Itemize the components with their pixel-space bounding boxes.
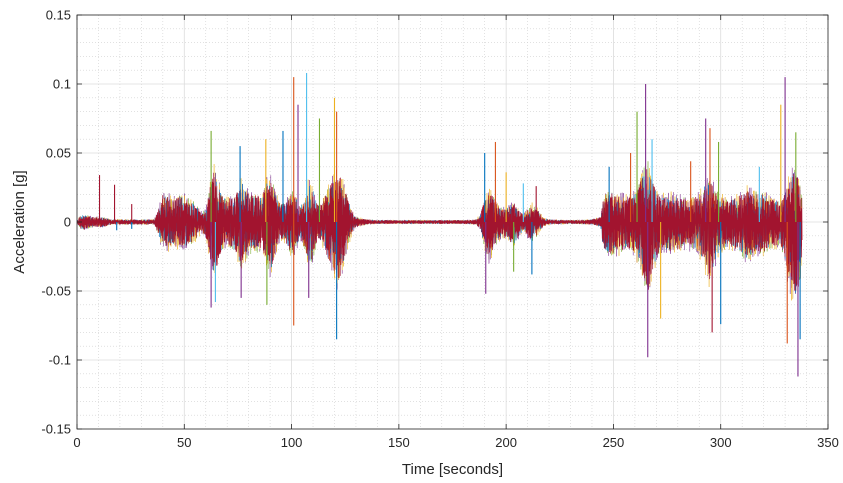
y-tick-label: 0 — [64, 215, 71, 230]
x-tick-label: 350 — [817, 435, 839, 450]
x-tick-label: 50 — [177, 435, 191, 450]
y-axis-ticks: 0.15 0.1 0.05 0 -0.05 -0.1 -0.15 — [41, 8, 828, 437]
y-tick-label: -0.05 — [41, 284, 71, 299]
x-tick-label: 300 — [710, 435, 732, 450]
x-tick-label: 250 — [603, 435, 625, 450]
x-tick-label: 0 — [73, 435, 80, 450]
signal-series — [77, 169, 803, 291]
y-tick-label: -0.1 — [49, 353, 71, 368]
y-axis-label: Acceleration [g] — [11, 170, 28, 273]
y-tick-label: 0.1 — [53, 77, 71, 92]
x-tick-label: 150 — [388, 435, 410, 450]
x-tick-label: 200 — [495, 435, 517, 450]
y-tick-label: -0.15 — [41, 422, 71, 437]
y-tick-label: 0.05 — [46, 146, 71, 161]
x-axis-ticks: 0 50 100 150 200 250 300 350 — [73, 15, 839, 450]
signal-layer — [77, 72, 803, 377]
x-axis-label: Time [seconds] — [402, 461, 503, 478]
x-tick-label: 100 — [281, 435, 303, 450]
y-tick-label: 0.15 — [46, 8, 71, 23]
